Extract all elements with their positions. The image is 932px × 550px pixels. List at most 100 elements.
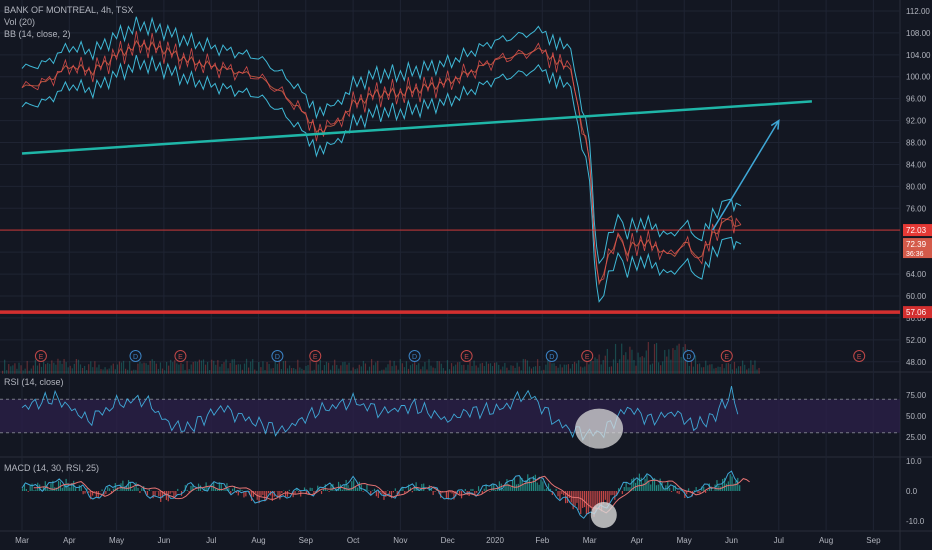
macd-histogram-bar <box>86 488 88 491</box>
volume-bar <box>2 370 4 374</box>
volume-bar <box>379 370 381 374</box>
macd-histogram-bar <box>411 491 413 493</box>
macd-histogram-bar <box>105 491 107 494</box>
macd-histogram-bar <box>211 484 213 491</box>
macd-histogram-bar <box>599 491 601 510</box>
macd-signal-line <box>33 475 750 514</box>
volume-bar <box>567 364 569 374</box>
macd-histogram-bar <box>311 487 313 491</box>
volume-bar <box>576 363 578 374</box>
volume-bar <box>348 362 350 374</box>
volume-bar <box>446 360 449 374</box>
volume-bar <box>293 368 295 374</box>
macd-histogram-bar <box>727 481 729 491</box>
volume-bar <box>639 357 641 374</box>
volume-bar <box>471 366 473 374</box>
volume-bar <box>358 364 360 374</box>
macd-histogram-bar <box>672 486 675 491</box>
macd-histogram-bar <box>353 479 355 491</box>
bollinger-basis <box>21 39 742 286</box>
macd-histogram-bar <box>404 491 406 494</box>
volume-bar <box>475 365 477 374</box>
macd-histogram-bar <box>241 490 243 491</box>
volume-bar <box>84 365 86 374</box>
volume-bar <box>186 360 188 374</box>
macd-histogram-bar <box>296 488 298 491</box>
volume-bar <box>551 363 553 374</box>
macd-histogram-bar <box>636 479 639 491</box>
volume-bar <box>319 360 321 374</box>
volume-bar <box>453 366 455 374</box>
volume-bar <box>719 366 721 374</box>
macd-histogram-bar <box>498 481 500 491</box>
x-tick-label: 2020 <box>486 536 504 545</box>
macd-histogram-bar <box>336 488 338 491</box>
volume-bar <box>602 360 604 374</box>
volume-bar <box>67 367 69 374</box>
volume-bar <box>10 366 12 374</box>
macd-histogram-bar <box>243 491 245 498</box>
event-marker-label: E <box>585 354 590 361</box>
macd-histogram-bar <box>148 489 150 491</box>
macd-histogram-bar <box>95 491 97 497</box>
volume-bar <box>703 367 705 374</box>
macd-histogram-bar <box>432 491 434 496</box>
macd-histogram-bar <box>118 490 120 491</box>
macd-histogram-bar <box>88 491 90 493</box>
macd-histogram-bar <box>640 477 642 491</box>
macd-histogram-bar <box>667 481 669 491</box>
macd-histogram-bar <box>61 487 63 491</box>
volume-bar <box>360 366 362 374</box>
macd-histogram-bar <box>186 489 188 491</box>
volume-bar <box>161 368 164 374</box>
volume-bar <box>223 362 225 374</box>
macd-histogram-bar <box>203 487 205 491</box>
macd-histogram-bar <box>44 481 46 491</box>
macd-histogram-bar <box>294 491 296 494</box>
volume-bar <box>104 367 106 374</box>
macd-histogram-bar <box>230 491 232 494</box>
macd-histogram-bar <box>633 477 635 491</box>
macd-histogram-bar <box>22 488 24 491</box>
volume-bar <box>422 366 424 374</box>
x-tick-label: May <box>677 536 692 545</box>
volume-bar <box>127 369 129 374</box>
x-tick-label: Feb <box>535 536 549 545</box>
macd-histogram-bar <box>370 491 372 496</box>
macd-histogram-bar <box>538 484 540 491</box>
macd-histogram-bar <box>375 491 378 497</box>
volume-bar <box>532 366 535 374</box>
volume-bar <box>178 364 180 374</box>
volume-bar <box>282 361 285 374</box>
macd-histogram-bar <box>659 478 661 491</box>
macd-histogram-bar <box>368 490 370 491</box>
volume-bar <box>155 363 157 374</box>
volume-bar <box>647 342 649 374</box>
macd-histogram-bar <box>604 491 606 500</box>
macd-histogram-bar <box>464 488 466 491</box>
macd-histogram-bar <box>540 479 542 491</box>
macd-histogram-bar <box>254 491 256 494</box>
volume-bar <box>508 370 510 374</box>
volume-bar <box>38 363 41 374</box>
volume-bar <box>250 361 252 374</box>
macd-histogram-bar <box>731 476 733 491</box>
volume-bar <box>621 343 623 374</box>
macd-histogram-bar <box>366 484 368 491</box>
macd-histogram-bar <box>447 491 449 500</box>
volume-bar <box>71 368 73 374</box>
volume-bar <box>674 349 676 374</box>
volume-bar <box>207 361 209 374</box>
volume-bar <box>391 366 393 374</box>
volume-bar <box>20 365 22 374</box>
macd-histogram-bar <box>71 483 73 491</box>
macd-histogram-bar <box>474 491 476 496</box>
macd-histogram-bar <box>453 491 455 500</box>
macd-histogram-bar <box>309 487 311 491</box>
volume-bar <box>213 360 215 374</box>
macd-histogram-bar <box>631 478 633 491</box>
volume-bar <box>395 365 397 374</box>
volume-bar <box>496 362 498 374</box>
macd-histogram-bar <box>133 487 135 491</box>
macd-histogram-bar <box>379 491 381 493</box>
